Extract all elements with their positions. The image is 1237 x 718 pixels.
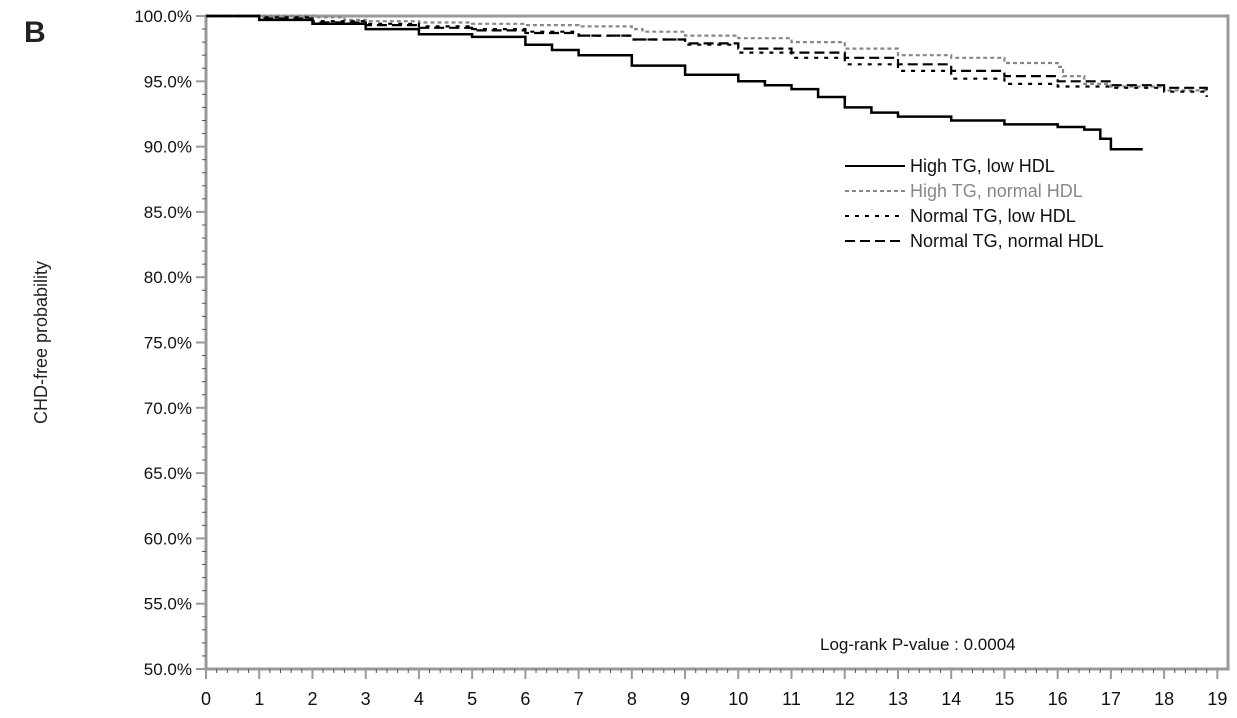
legend-label: High TG, normal HDL [910, 181, 1083, 201]
y-tick-label: 65.0% [144, 464, 192, 483]
x-tick-label: 18 [1154, 689, 1174, 709]
x-tick-label: 11 [782, 689, 801, 709]
y-tick-label: 80.0% [144, 268, 192, 287]
x-tick-label: 13 [888, 689, 908, 709]
x-tick-label: 6 [520, 689, 530, 709]
log-rank-annotation: Log-rank P-value : 0.0004 [820, 635, 1016, 654]
x-tick-label: 3 [361, 689, 371, 709]
legend-label: Normal TG, low HDL [910, 206, 1076, 226]
y-tick-label: 55.0% [144, 595, 192, 614]
x-tick-label: 9 [680, 689, 690, 709]
y-tick-label: 50.0% [144, 660, 192, 679]
legend-label: High TG, low HDL [910, 156, 1055, 176]
y-tick-label: 70.0% [144, 399, 192, 418]
x-tick-label: 15 [994, 689, 1014, 709]
plot-border [204, 14, 1230, 671]
series-line-3 [206, 14, 1208, 91]
x-tick-label: 10 [728, 689, 748, 709]
x-tick-label: 12 [835, 689, 855, 709]
legend: High TG, low HDL High TG, normal HDL Norma… [845, 156, 1104, 251]
x-tick-label: 4 [414, 689, 424, 709]
x-tick-label: 14 [941, 689, 961, 709]
series-lines [206, 14, 1208, 151]
y-tick-label: 85.0% [144, 203, 192, 222]
y-axis: 50.0% 55.0% 60.0% 65.0% 70.0% 75.0% 80.0% 85.0%… [134, 7, 206, 679]
x-axis: 0 1 2 3 4 5 6 7 8 9 10 11 12 13 14 15 16 17 18 19 [201, 669, 1227, 709]
series-line-2 [206, 14, 1208, 97]
x-tick-label: 0 [201, 689, 211, 709]
x-tick-label: 17 [1101, 689, 1121, 709]
y-axis-label: CHD-free probability [31, 261, 51, 424]
legend-label: Normal TG, normal HDL [910, 231, 1104, 251]
x-tick-label: 5 [467, 689, 477, 709]
series-line-1 [206, 14, 1208, 92]
x-tick-label: 19 [1207, 689, 1227, 709]
x-tick-label: 7 [574, 689, 584, 709]
x-tick-label: 8 [627, 689, 637, 709]
y-tick-label: 75.0% [144, 334, 192, 353]
plot-frame [204, 14, 1230, 671]
series-line-0 [206, 14, 1143, 151]
panel-label: B [24, 16, 46, 49]
y-tick-label: 90.0% [144, 138, 192, 157]
x-tick-label: 16 [1048, 689, 1068, 709]
y-tick-label: 60.0% [144, 529, 192, 548]
x-tick-label: 2 [307, 689, 317, 709]
y-tick-label: 95.0% [144, 72, 192, 91]
y-tick-label: 100.0% [134, 7, 192, 26]
x-tick-label: 1 [254, 689, 264, 709]
